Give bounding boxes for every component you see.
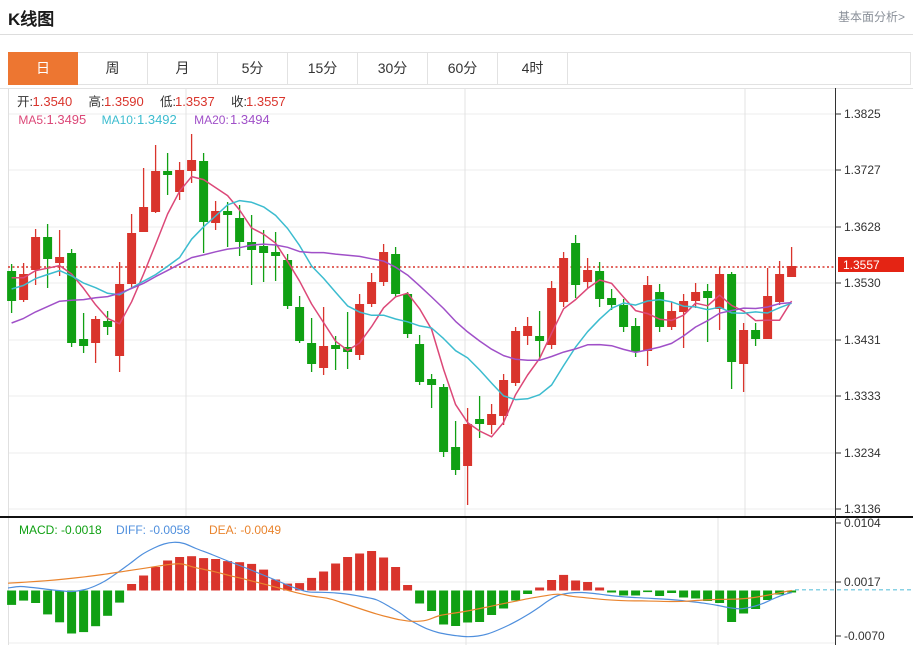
svg-text:1.3494: 1.3494	[230, 112, 270, 127]
svg-text:MA5:: MA5:	[18, 113, 46, 127]
svg-text:MACD: -0.0018: MACD: -0.0018	[19, 523, 102, 537]
svg-text:高:: 高:	[89, 94, 105, 109]
svg-text:1.3495: 1.3495	[47, 112, 87, 127]
svg-text:MA20:: MA20:	[194, 113, 229, 127]
svg-text:1.3431: 1.3431	[844, 333, 881, 347]
svg-text:1.3628: 1.3628	[844, 220, 881, 234]
svg-text:1.3557: 1.3557	[843, 258, 880, 272]
svg-text:-0.0070: -0.0070	[844, 629, 885, 643]
svg-text:1.3492: 1.3492	[137, 112, 177, 127]
svg-text:1.3557: 1.3557	[246, 94, 286, 109]
svg-text:开:: 开:	[17, 95, 33, 109]
svg-text:0.0104: 0.0104	[844, 516, 881, 530]
svg-text:1.3234: 1.3234	[844, 446, 881, 460]
svg-text:1.3590: 1.3590	[104, 94, 144, 109]
svg-text:MA10:: MA10:	[102, 113, 137, 127]
svg-text:1.3825: 1.3825	[844, 107, 881, 121]
svg-text:1.3540: 1.3540	[33, 94, 73, 109]
svg-text:1.3727: 1.3727	[844, 163, 881, 177]
svg-text:1.3537: 1.3537	[175, 94, 215, 109]
svg-text:DEA: -0.0049: DEA: -0.0049	[209, 523, 281, 537]
svg-text:1.3333: 1.3333	[844, 389, 881, 403]
svg-text:DIFF: -0.0058: DIFF: -0.0058	[116, 523, 190, 537]
svg-text:收:: 收:	[231, 95, 247, 109]
svg-text:0.0017: 0.0017	[844, 575, 881, 589]
svg-text:1.3136: 1.3136	[844, 502, 881, 516]
svg-text:低:: 低:	[160, 95, 176, 109]
svg-text:1.3530: 1.3530	[844, 276, 881, 290]
